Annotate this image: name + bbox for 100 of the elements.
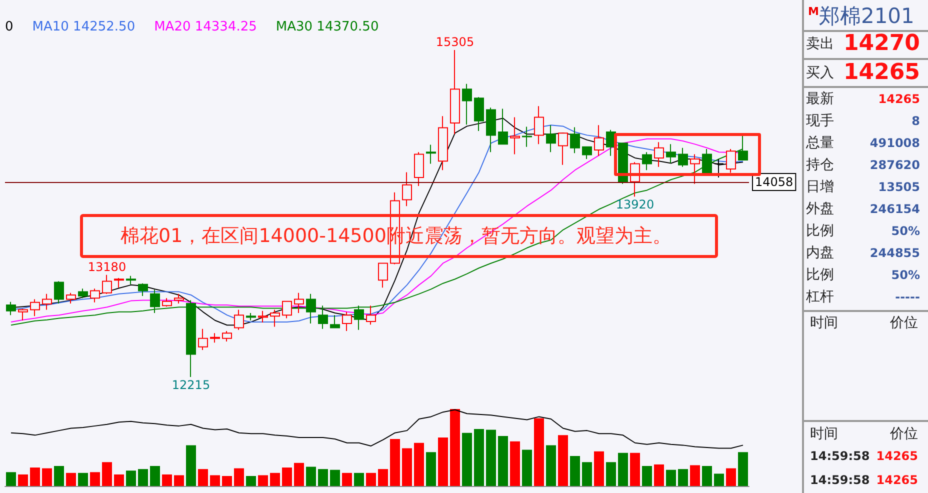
text: 最新: [806, 90, 834, 109]
candlestick: [438, 116, 448, 171]
text: 比例: [806, 266, 834, 285]
bar: [378, 469, 388, 486]
text: 491008: [870, 135, 920, 152]
bar: [642, 466, 652, 486]
text: MA10 14252.50: [32, 20, 136, 34]
text: 现手: [806, 112, 834, 131]
bar: [594, 451, 604, 486]
bar: [726, 468, 736, 486]
annotation: 12215: [172, 378, 210, 392]
candlestick: [486, 107, 496, 153]
bar: [246, 476, 256, 486]
bar: [198, 469, 208, 486]
candlestick: [294, 292, 304, 314]
text: 杠杆: [806, 288, 834, 307]
candlestick: [582, 146, 592, 160]
text: 买入: [806, 64, 834, 83]
candlestick: [450, 50, 460, 135]
text: MA20 14334.25: [154, 20, 257, 34]
bar: [42, 468, 52, 486]
candlestick: [18, 308, 28, 321]
candlestick: [462, 83, 472, 126]
text: 14265: [876, 448, 918, 465]
candlestick: [726, 148, 736, 174]
candlestick: [258, 310, 268, 323]
bar: [114, 474, 124, 486]
candlestick: [342, 311, 352, 332]
annotation: 15305: [436, 35, 474, 49]
candlestick: [510, 116, 520, 155]
text: 日增: [806, 178, 834, 197]
bar: [522, 450, 532, 486]
candlestick: [150, 289, 160, 314]
candlestick: [378, 262, 388, 288]
candlestick: [570, 126, 580, 154]
candlestick: [198, 328, 208, 351]
bar: [438, 437, 448, 486]
bar: [54, 466, 64, 486]
bar: [222, 476, 232, 486]
candlestick: [126, 275, 136, 285]
bar: [294, 462, 304, 486]
bar: [558, 435, 568, 486]
bar: [618, 452, 628, 486]
candlestick: [666, 144, 676, 164]
text: 50%: [891, 223, 920, 240]
candlestick: [714, 158, 724, 178]
candlestick: [414, 152, 424, 186]
text: 时间: [810, 425, 838, 444]
bar: [18, 474, 28, 486]
candlestick: [558, 132, 568, 166]
bar: [306, 466, 316, 486]
text: 50%: [891, 267, 920, 284]
bar: [342, 472, 352, 486]
text: 价位: [890, 425, 918, 444]
candlestick: [678, 147, 688, 168]
candlestick: [618, 142, 628, 184]
text: 287620: [870, 157, 920, 174]
bar: [66, 472, 76, 486]
bar: [606, 462, 616, 486]
candlestick: [426, 144, 436, 164]
text: 14265: [876, 472, 918, 489]
bar: [582, 462, 592, 486]
candlestick: [6, 301, 16, 316]
bar: [150, 466, 160, 486]
bar: [186, 445, 196, 486]
text: 持仓: [806, 156, 834, 175]
bar: [690, 465, 700, 486]
bar: [270, 472, 280, 486]
bar: [534, 418, 544, 486]
text: 14265: [878, 91, 920, 108]
bar: [714, 474, 724, 486]
candlestick: [474, 96, 484, 132]
bar: [570, 456, 580, 486]
bar: [126, 470, 136, 486]
bar: [474, 429, 484, 486]
candlestick: [138, 282, 148, 297]
bar: [282, 468, 292, 486]
text: 14270: [843, 30, 920, 58]
text: 244855: [870, 245, 920, 262]
bar: [702, 466, 712, 486]
text: -----: [895, 289, 920, 306]
bar: [90, 472, 100, 486]
bar: [738, 452, 748, 486]
text: MA30 14370.50: [276, 20, 379, 34]
bar: [366, 472, 376, 486]
candlestick: [330, 314, 340, 328]
text: 卖出: [806, 35, 834, 54]
candlestick: [222, 330, 232, 342]
candlestick: [30, 298, 40, 317]
bar: [390, 439, 400, 486]
text: 比例: [806, 222, 834, 241]
text: 外盘: [806, 200, 834, 219]
annotation: 13180: [88, 260, 126, 274]
bar: [486, 430, 496, 486]
candlestick: [102, 274, 112, 294]
bar: [6, 472, 16, 486]
bar: [678, 469, 688, 486]
bar: [78, 472, 88, 486]
bar: [330, 470, 340, 486]
candlestick: [210, 332, 220, 344]
